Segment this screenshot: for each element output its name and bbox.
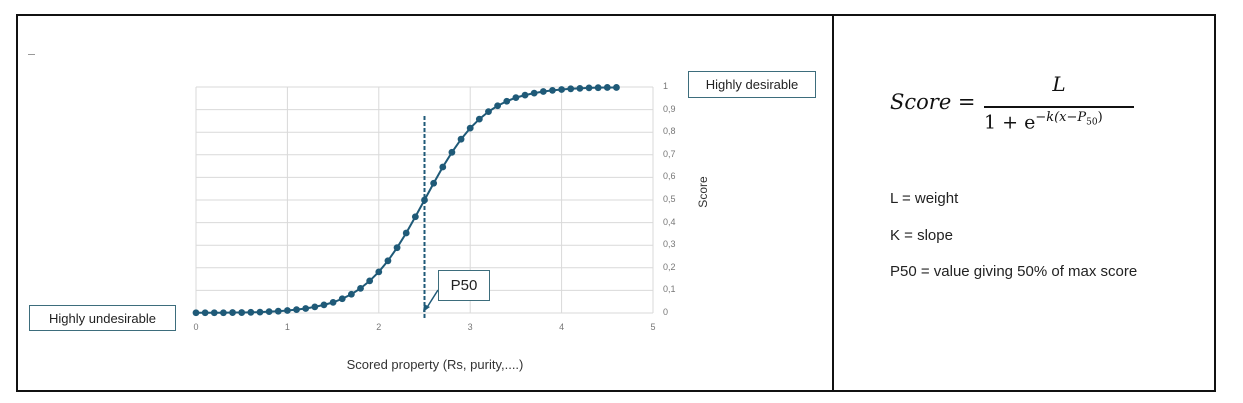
highly-undesirable-callout: Highly undesirable xyxy=(29,305,176,331)
data-point xyxy=(475,115,483,123)
data-point xyxy=(402,229,410,237)
data-point xyxy=(457,135,465,143)
stray-mark xyxy=(28,54,35,55)
data-point xyxy=(530,89,538,97)
data-point xyxy=(220,309,227,317)
data-point xyxy=(466,124,474,132)
y-axis-label: Score xyxy=(696,176,710,208)
data-point xyxy=(347,290,355,298)
exponent-subscript: 50 xyxy=(1086,117,1098,128)
data-point xyxy=(485,108,492,116)
data-point xyxy=(494,102,502,110)
y-tick-label: 0,4 xyxy=(663,216,676,227)
figure-frame xyxy=(16,14,1216,392)
callout-text: Highly undesirable xyxy=(49,310,156,326)
data-point xyxy=(284,307,291,314)
y-tick-label: 0 xyxy=(663,307,669,317)
data-point xyxy=(192,309,200,317)
data-point xyxy=(238,309,246,316)
data-point xyxy=(512,94,520,102)
y-tick-label: 0,8 xyxy=(663,126,676,137)
data-point xyxy=(558,86,565,93)
formula-denominator: 1 + e−k(x−P50) xyxy=(984,110,1144,133)
fraction-bar xyxy=(984,106,1134,108)
y-tick-label: 0,3 xyxy=(663,239,676,250)
x-tick-label: 1 xyxy=(284,322,290,332)
definition-p50: P50 = value giving 50% of max score xyxy=(890,263,1138,280)
data-point xyxy=(576,84,584,92)
data-point xyxy=(421,196,428,204)
exponent-close: ) xyxy=(1097,110,1103,125)
data-point xyxy=(384,257,392,265)
callout-text: P50 xyxy=(450,277,478,294)
data-point xyxy=(210,309,218,317)
data-point xyxy=(338,295,346,303)
y-tick-label: 0,7 xyxy=(663,148,676,159)
data-point xyxy=(503,97,511,105)
data-point xyxy=(539,88,547,95)
data-point xyxy=(357,284,364,292)
data-point xyxy=(375,268,383,276)
y-tick-label: 0,9 xyxy=(663,103,676,114)
y-tick-label: 0,1 xyxy=(663,284,676,295)
denominator-base: 1 + e xyxy=(984,111,1036,134)
definition-k: K = slope xyxy=(890,227,953,244)
callout-text: Highly desirable xyxy=(705,77,799,92)
data-point xyxy=(329,298,337,306)
y-tick-label: 0,6 xyxy=(663,171,676,182)
data-point xyxy=(439,163,447,171)
data-point xyxy=(293,306,300,314)
data-point xyxy=(311,303,319,311)
formula-lhs: Score = xyxy=(890,90,976,114)
data-point xyxy=(256,308,264,316)
definition-l: L = weight xyxy=(890,190,959,207)
data-point xyxy=(274,307,282,315)
data-point xyxy=(521,91,529,99)
exponent: −k(x−P xyxy=(1035,110,1087,125)
data-point xyxy=(549,86,556,94)
x-tick-label: 3 xyxy=(467,322,473,332)
y-tick-label: 0,5 xyxy=(663,194,676,204)
data-point xyxy=(585,84,593,92)
formula-numerator: L xyxy=(1052,72,1066,96)
data-point xyxy=(366,277,374,285)
data-point xyxy=(430,179,438,187)
x-axis-label: Scored property (Rs, purity,....) xyxy=(346,357,524,372)
data-point xyxy=(567,85,575,93)
data-point xyxy=(603,84,611,91)
data-point xyxy=(201,309,209,317)
data-point xyxy=(594,84,602,92)
data-point xyxy=(448,148,456,156)
data-point xyxy=(229,309,236,316)
data-point xyxy=(247,308,255,316)
data-point xyxy=(302,305,310,312)
highly-desirable-callout: Highly desirable xyxy=(688,71,816,98)
data-point xyxy=(393,244,401,252)
x-tick-label: 5 xyxy=(650,322,656,332)
x-tick-label: 4 xyxy=(559,322,565,332)
data-point xyxy=(613,84,620,91)
y-tick-label: 1 xyxy=(663,81,669,91)
p50-callout: P50 xyxy=(438,270,490,301)
x-tick-label: 0 xyxy=(193,322,199,332)
data-point xyxy=(265,308,273,316)
data-point xyxy=(411,213,419,221)
panel-divider xyxy=(832,14,834,392)
p50-pointer xyxy=(425,289,439,310)
p50-arrowhead xyxy=(423,304,430,312)
data-point xyxy=(320,301,328,309)
y-tick-label: 0,2 xyxy=(663,261,676,272)
x-tick-label: 2 xyxy=(376,322,382,332)
